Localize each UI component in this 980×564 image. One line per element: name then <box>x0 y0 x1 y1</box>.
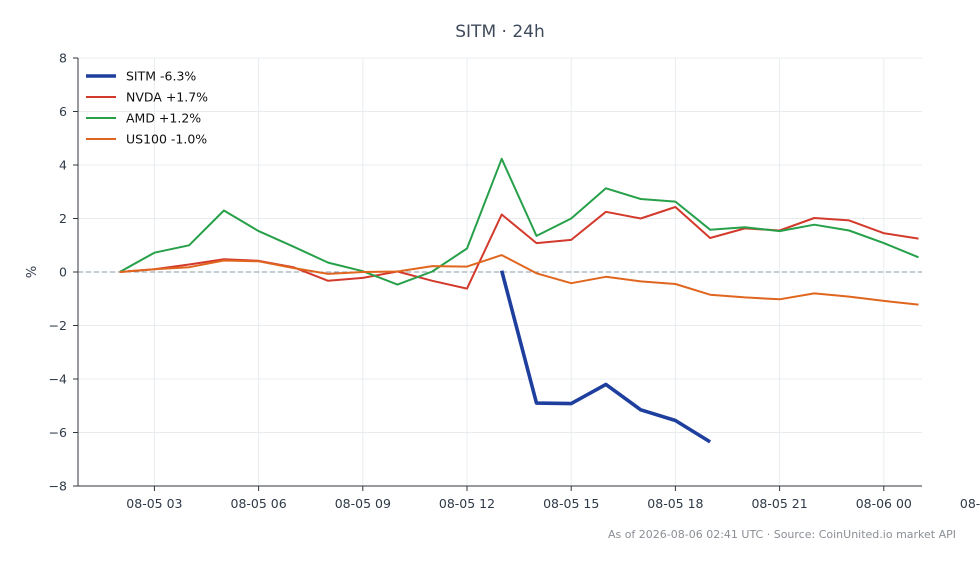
series-line-amd <box>119 157 919 286</box>
y-tick-label: −4 <box>49 372 67 387</box>
y-axis-ticks: 8 6 4 2 0 −2 −4 −6 −8 <box>49 51 78 494</box>
y-tick-label: −8 <box>49 479 67 494</box>
y-tick-label: 0 <box>59 265 67 280</box>
legend: SITM -6.3% NVDA +1.7% AMD +1.2% US100 -1.0% <box>86 69 208 147</box>
x-tick-label: 08-06 00 <box>856 496 912 511</box>
legend-label: NVDA +1.7% <box>126 90 208 105</box>
y-tick-label: 6 <box>59 104 67 119</box>
x-axis-ticks: 08-05 03 08-05 06 08-05 09 08-05 12 08-05 15… <box>126 486 980 511</box>
legend-label: SITM -6.3% <box>126 69 196 84</box>
x-tick-label: 08-05 06 <box>231 496 287 511</box>
x-tick-label: 08-05 15 <box>543 496 599 511</box>
x-tick-label: 08-05 18 <box>647 496 703 511</box>
x-tick-label: 08-05 03 <box>126 496 182 511</box>
x-tick-label: 08-05 12 <box>439 496 495 511</box>
legend-label: AMD +1.2% <box>126 111 201 126</box>
series-lines <box>119 157 919 444</box>
y-tick-label: 2 <box>59 211 67 226</box>
series-line-us100 <box>119 254 919 306</box>
y-tick-label: −6 <box>49 425 67 440</box>
x-tick-label: 08-06 03 <box>960 496 980 511</box>
y-tick-label: 4 <box>59 158 67 173</box>
y-tick-label: −2 <box>49 318 67 333</box>
chart-title: SITM · 24h <box>455 22 544 42</box>
y-axis-label: % <box>25 266 40 278</box>
x-tick-label: 08-05 09 <box>335 496 391 511</box>
source-footer: As of 2026-08-06 02:41 UTC · Source: Coi… <box>608 528 956 541</box>
legend-label: US100 -1.0% <box>126 132 207 147</box>
y-tick-label: 8 <box>59 51 67 66</box>
x-tick-label: 08-05 21 <box>751 496 807 511</box>
series-line-sitm <box>499 270 712 444</box>
